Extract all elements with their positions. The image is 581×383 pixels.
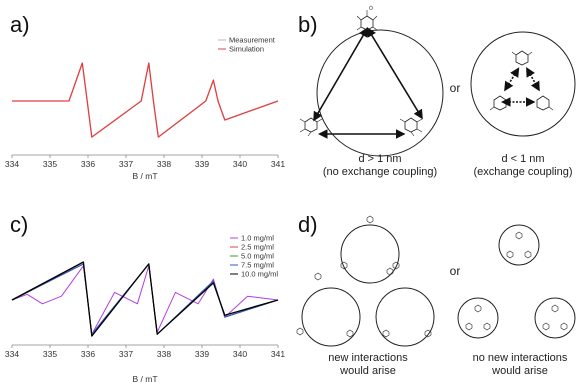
caption-b-right-2: (exchange coupling) [473, 166, 572, 178]
chart-a-ticks: 334 335 336 337 338 339 340 341 [5, 155, 285, 169]
diagram-d-right: no new interactions would arise [457, 224, 576, 377]
tempo-molecule-icon [511, 50, 533, 66]
vesicle-circle-small [470, 31, 576, 137]
chart-a-tick-label: 337 [119, 159, 133, 169]
chart-c-tick-label: 337 [119, 349, 133, 359]
distance-arrow-left [313, 27, 369, 122]
caption-b-left-2: (no exchange coupling) [323, 166, 437, 178]
chart-a-tick-label: 334 [5, 159, 19, 169]
chart-a-series-1 [12, 62, 279, 138]
caption-d-left-1: new interactions [328, 352, 408, 364]
tempo-molecule-icon [536, 95, 554, 111]
chart-c-series-5 [11, 261, 279, 337]
or-label-b: or [450, 81, 461, 95]
chart-c-tick-label: 339 [195, 349, 209, 359]
vesicle-d-top [340, 224, 400, 284]
chart-c-legend: 1.0 mg/ml 2.5 mg/ml 5.0 mg/ml 7.5 mg/ml … [230, 234, 278, 279]
chart-a-lines [12, 62, 279, 138]
vesicle-d2-top [498, 224, 540, 266]
legend-c-5: 10.0 mg/ml [241, 270, 278, 279]
vesicle-d-left [301, 287, 361, 347]
chart-a-series-2 [12, 62, 279, 138]
chart-c: 334 335 336 337 338 339 340 341 B / mT 1.0 mg/m… [5, 234, 285, 383]
tempo-molecule-icon [399, 117, 423, 137]
legend-c-3: 5.0 mg/ml [241, 252, 274, 261]
chart-c-tick-label: 338 [157, 349, 171, 359]
vesicle-d2-left [457, 297, 499, 339]
chart-a-tick-label: 335 [43, 159, 57, 169]
chart-a: 334 335 336 337 338 339 340 341 B / mT Measurem… [5, 36, 285, 182]
chart-a-tick-label: 341 [271, 159, 285, 169]
chart-a-tick-label: 339 [195, 159, 209, 169]
caption-b-right-1: d < 1 nm [501, 153, 544, 165]
legend-c-1: 1.0 mg/ml [241, 234, 274, 243]
panel-a-letter: a) [10, 12, 30, 37]
coupling-arrow-right [526, 67, 540, 92]
chart-c-lines [11, 261, 279, 337]
chart-c-tick-label: 340 [233, 349, 247, 359]
legend-c-2: 2.5 mg/ml [241, 243, 274, 252]
diagram-d-left: new interactions would arise [296, 215, 435, 377]
chart-a-tick-label: 340 [233, 159, 247, 169]
chart-c-tick-label: 335 [43, 349, 57, 359]
diagram-b-left: Ȯ d > 1 nm (no exchange coupling) [299, 5, 444, 178]
legend-a-measurement: Measurement [229, 36, 276, 45]
tempo-molecule-icon [299, 117, 323, 137]
chart-a-tick-label: 338 [157, 159, 171, 169]
chart-c-xlabel: B / mT [132, 374, 157, 383]
mol-o-label: Ȯ [369, 5, 373, 12]
tempo-molecule-cluster [465, 231, 568, 331]
chart-c-series-3 [11, 263, 279, 335]
legend-c-4: 7.5 mg/ml [241, 261, 274, 270]
distance-arrow-right [366, 27, 423, 120]
chart-c-series-4 [11, 263, 279, 335]
chart-c-tick-label: 336 [81, 349, 95, 359]
caption-d-right-1: no new interactions [473, 352, 568, 364]
coupling-arrow-left [504, 67, 520, 92]
chart-c-series-1 [11, 265, 279, 335]
legend-a-simulation: Simulation [229, 45, 264, 54]
chart-a-tick-label: 336 [81, 159, 95, 169]
panel-d-letter: d) [298, 212, 318, 237]
chart-c-series-2 [11, 263, 279, 335]
chart-a-legend: Measurement Simulation [218, 36, 276, 54]
vesicle-d-right [375, 287, 435, 347]
chart-c-tick-label: 341 [271, 349, 285, 359]
tempo-molecule-icon [489, 95, 507, 111]
chart-c-tick-label: 334 [5, 349, 19, 359]
chart-a-xlabel: B / mT [132, 171, 157, 181]
tempo-molecule-icon: Ȯ [356, 5, 378, 31]
diagram-b-right: d < 1 nm (exchange coupling) [470, 31, 576, 178]
vesicle-d2-right [534, 297, 576, 339]
panel-c-letter: c) [10, 212, 28, 237]
caption-d-right-2: would arise [491, 365, 548, 377]
chart-c-ticks: 334 335 336 337 338 339 340 341 [5, 345, 285, 359]
panel-b-letter: b) [298, 12, 318, 37]
caption-b-left-1: d > 1 nm [358, 153, 401, 165]
tempo-molecule-cluster [296, 215, 432, 338]
caption-d-left-2: would arise [339, 365, 396, 377]
or-label-d: or [450, 264, 461, 278]
